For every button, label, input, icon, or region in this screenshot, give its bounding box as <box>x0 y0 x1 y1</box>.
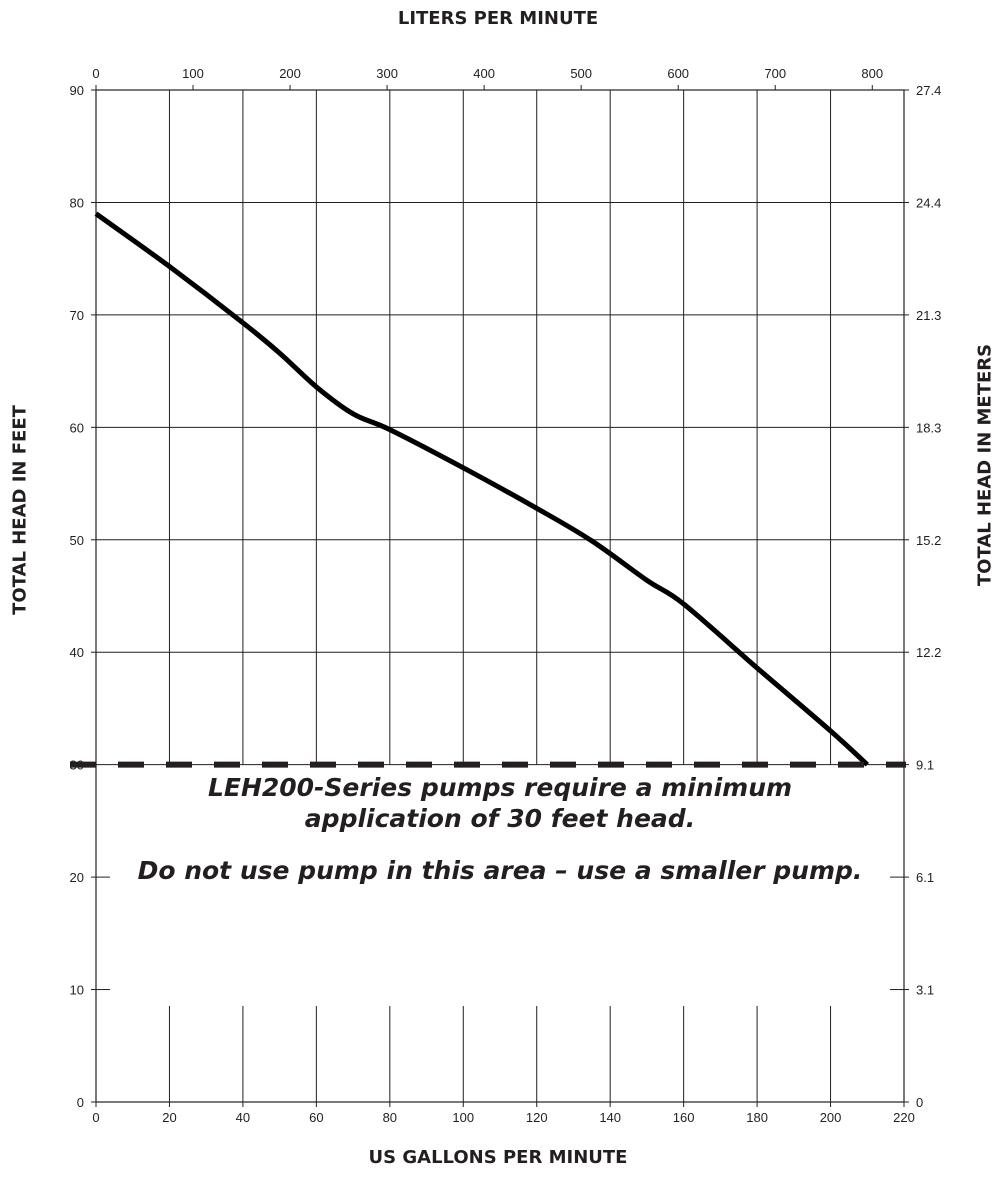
warning-note: Do not use pump in this area – use a sma… <box>96 855 904 886</box>
y2-tick-label: 3.1 <box>916 983 934 998</box>
y-tick-label: 50 <box>70 533 84 548</box>
minimum-head-note: LEH200-Series pumps require a minimum ap… <box>96 772 904 834</box>
x2-tick-label: 100 <box>182 66 204 81</box>
y2-tick-label: 15.2 <box>916 533 941 548</box>
y-tick-label: 0 <box>77 1095 84 1110</box>
y-tick-label: 60 <box>70 420 84 435</box>
x-top-axis-title: LITERS PER MINUTE <box>397 8 599 29</box>
x2-tick-label: 700 <box>764 66 786 81</box>
axes-layer <box>95 89 905 1103</box>
series-layer <box>70 211 906 768</box>
x-tick-label: 20 <box>162 1110 176 1125</box>
x-tick-label: 200 <box>820 1110 842 1125</box>
x2-tick-label: 500 <box>570 66 592 81</box>
note-line-3: Do not use pump in this area – use a sma… <box>137 856 863 885</box>
y-tick-label: 80 <box>70 195 84 210</box>
x2-tick-label: 800 <box>861 66 883 81</box>
y-tick-label: 90 <box>70 83 84 98</box>
y2-tick-label: 27.4 <box>916 83 941 98</box>
y2-tick-label: 6.1 <box>916 870 934 885</box>
y2-tick-label: 24.4 <box>916 195 941 210</box>
x2-tick-label: 0 <box>92 66 99 81</box>
y2-tick-label: 0 <box>916 1095 923 1110</box>
y-tick-label: 20 <box>70 870 84 885</box>
x2-tick-label: 400 <box>473 66 495 81</box>
x2-tick-label: 200 <box>279 66 301 81</box>
x-tick-label: 100 <box>452 1110 474 1125</box>
note-line-1: LEH200-Series pumps require a minimum <box>207 773 793 802</box>
x-tick-label: 160 <box>673 1110 695 1125</box>
x-tick-label: 180 <box>746 1110 768 1125</box>
x-tick-label: 40 <box>236 1110 250 1125</box>
y2-tick-label: 21.3 <box>916 308 941 323</box>
y-tick-label: 40 <box>70 645 84 660</box>
x-tick-label: 220 <box>893 1110 915 1125</box>
x-bottom-axis-title: US GALLONS PER MINUTE <box>368 1147 628 1168</box>
x-tick-label: 120 <box>526 1110 548 1125</box>
y2-tick-label: 12.2 <box>916 645 941 660</box>
y2-tick-label: 18.3 <box>916 420 941 435</box>
x-tick-label: 140 <box>599 1110 621 1125</box>
plot-frame <box>95 89 905 1103</box>
x-tick-label: 0 <box>92 1110 99 1125</box>
x2-tick-label: 300 <box>376 66 398 81</box>
y-tick-label: 70 <box>70 308 84 323</box>
x-tick-label: 60 <box>309 1110 323 1125</box>
x2-tick-label: 600 <box>667 66 689 81</box>
x-tick-label: 80 <box>383 1110 397 1125</box>
y-tick-label: 10 <box>70 983 84 998</box>
grid-layer <box>96 90 904 1102</box>
pump-curve-line <box>94 211 870 767</box>
note-line-2: application of 30 feet head. <box>304 804 696 833</box>
y2-tick-label: 9.1 <box>916 758 934 773</box>
